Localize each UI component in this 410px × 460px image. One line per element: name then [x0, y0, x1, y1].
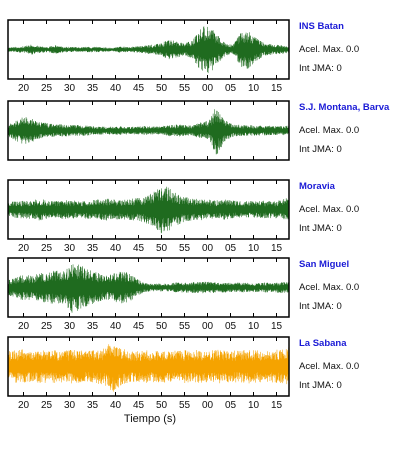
x-tick-label: 05 [225, 243, 237, 254]
x-tick-label: 50 [156, 400, 168, 411]
panel-5: 20 25 30 35 40 45 50 55 00 05 10 15 [7, 336, 290, 411]
station-name: S.J. Montana, Barva [299, 102, 390, 113]
panel-frame [7, 257, 290, 318]
panel-2 [7, 100, 290, 161]
max-acceleration-label: Acel. Max. 0.0 [299, 125, 360, 136]
max-acceleration-label: Acel. Max. 0.0 [299, 44, 360, 55]
x-tick-label: 10 [248, 83, 260, 94]
x-tick-label: 10 [248, 400, 260, 411]
x-tick-label: 20 [18, 321, 30, 332]
x-tick-label: 55 [179, 321, 191, 332]
waveform-trace [8, 109, 289, 155]
x-tick-label: 00 [202, 321, 214, 332]
x-tick-label: 25 [41, 400, 53, 411]
x-tick-label: 45 [133, 321, 145, 332]
jma-intensity-label: Int JMA: 0 [299, 301, 342, 312]
x-tick-label: 45 [133, 83, 145, 94]
station-name: INS Batan [299, 21, 344, 32]
x-tick-label: 40 [110, 243, 122, 254]
x-tick-label: 55 [179, 243, 191, 254]
waveform-trace [8, 264, 289, 313]
x-tick-label: 30 [64, 321, 76, 332]
x-axis-label: Tiempo (s) [123, 413, 177, 425]
x-tick-label: 00 [202, 400, 214, 411]
x-tick-label: 15 [271, 400, 283, 411]
x-tick-label: 15 [271, 83, 283, 94]
x-tick-label: 10 [248, 243, 260, 254]
panel-3: 20 25 30 35 40 45 50 55 00 05 10 15 [7, 179, 290, 254]
x-tick-label: 40 [110, 321, 122, 332]
panel-frame [7, 179, 290, 240]
x-tick-label: 20 [18, 243, 30, 254]
x-tick-label: 45 [133, 400, 145, 411]
x-tick-label: 15 [271, 321, 283, 332]
x-tick-label: 55 [179, 83, 191, 94]
x-tick-label: 40 [110, 83, 122, 94]
x-tick-label: 25 [41, 83, 53, 94]
x-tick-label: 35 [87, 83, 99, 94]
station-name: La Sabana [299, 338, 347, 349]
jma-intensity-label: Int JMA: 0 [299, 223, 342, 234]
panel-frame [7, 336, 290, 397]
max-acceleration-label: Acel. Max. 0.0 [299, 361, 360, 372]
jma-intensity-label: Int JMA: 0 [299, 144, 342, 155]
max-acceleration-label: Acel. Max. 0.0 [299, 282, 360, 293]
x-tick-label: 25 [41, 321, 53, 332]
panel-frame [7, 19, 290, 80]
panel-1: 20 25 30 35 40 45 50 55 00 05 10 15 [7, 19, 290, 94]
x-tick-label: 55 [179, 400, 191, 411]
x-tick-label: 05 [225, 83, 237, 94]
x-tick-label: 50 [156, 243, 168, 254]
x-tick-label: 25 [41, 243, 53, 254]
x-tick-label: 35 [87, 400, 99, 411]
x-tick-label: 50 [156, 83, 168, 94]
x-tick-label: 45 [133, 243, 145, 254]
jma-intensity-label: Int JMA: 0 [299, 380, 342, 391]
x-tick-label: 30 [64, 400, 76, 411]
x-tick-label: 20 [18, 400, 30, 411]
x-tick-label: 20 [18, 83, 30, 94]
x-tick-label: 35 [87, 243, 99, 254]
waveform-trace [8, 26, 289, 74]
waveform-trace [8, 344, 289, 392]
station-name: Moravia [299, 181, 335, 192]
x-tick-label: 05 [225, 400, 237, 411]
x-tick-label: 00 [202, 243, 214, 254]
panel-4: 20 25 30 35 40 45 50 55 00 05 10 15 [7, 257, 290, 332]
x-tick-label: 40 [110, 400, 122, 411]
panel-frame [7, 100, 290, 161]
jma-intensity-label: Int JMA: 0 [299, 63, 342, 74]
x-tick-label: 30 [64, 243, 76, 254]
x-tick-label: 30 [64, 83, 76, 94]
max-acceleration-label: Acel. Max. 0.0 [299, 204, 360, 215]
x-tick-label: 00 [202, 83, 214, 94]
x-tick-label: 35 [87, 321, 99, 332]
waveform-trace [8, 186, 289, 234]
station-name: San Miguel [299, 259, 350, 270]
x-tick-label: 50 [156, 321, 168, 332]
x-tick-label: 15 [271, 243, 283, 254]
x-tick-label: 05 [225, 321, 237, 332]
x-tick-label: 10 [248, 321, 260, 332]
